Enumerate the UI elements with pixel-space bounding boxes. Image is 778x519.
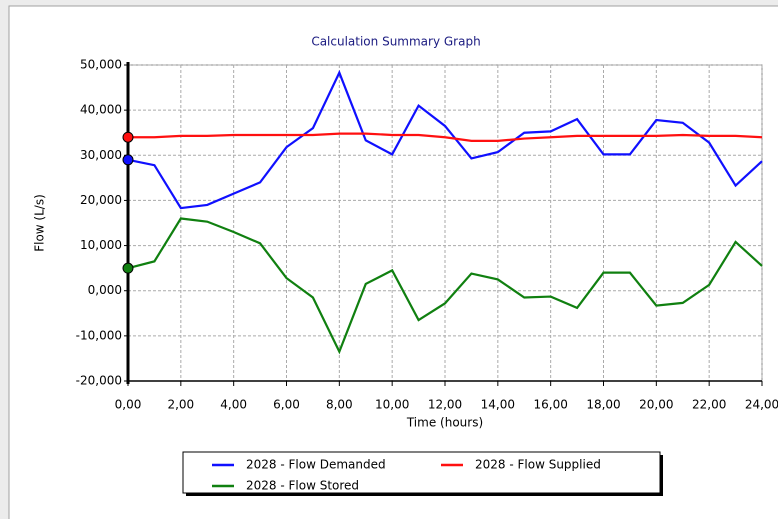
y-tick-label: 0,000 (88, 283, 122, 297)
legend (182, 451, 661, 494)
x-tick-label: 18,00 (586, 398, 620, 412)
y-tick-label: 30,000 (80, 148, 122, 162)
x-tick-label: 20,00 (639, 398, 673, 412)
y-tick-label: 40,000 (80, 103, 122, 117)
start-marker (122, 154, 134, 166)
legend-label: 2028 - Flow Stored (246, 479, 359, 493)
x-tick-label: 16,00 (533, 398, 567, 412)
y-tick-label: 10,000 (80, 238, 122, 252)
x-tick-label: 12,00 (428, 398, 462, 412)
series-line (127, 217, 763, 355)
y-tick-label: 50,000 (80, 58, 122, 72)
y-axis-label: Flow (L/s) (33, 194, 47, 252)
series-line (127, 69, 763, 210)
legend-label: 2028 - Flow Demanded (246, 458, 386, 472)
y-tick-label: 20,000 (80, 193, 122, 207)
x-tick-label: 22,00 (692, 398, 726, 412)
start-marker (122, 262, 134, 274)
x-tick-label: 10,00 (375, 398, 409, 412)
y-tick-label: -10,000 (76, 328, 122, 342)
x-tick-label: 2,00 (167, 398, 194, 412)
legend-label: 2028 - Flow Supplied (475, 458, 601, 472)
x-tick-label: 6,00 (273, 398, 300, 412)
x-tick-label: 14,00 (481, 398, 515, 412)
series-line (128, 132, 763, 142)
chart-title: Calculation Summary Graph (311, 35, 480, 49)
x-tick-label: 0,00 (115, 398, 142, 412)
x-tick-label: 4,00 (220, 398, 247, 412)
y-tick-label: -20,000 (76, 374, 122, 388)
x-axis-label: Time (hours) (406, 416, 483, 430)
x-tick-label: 24,00 (745, 398, 778, 412)
x-tick-label: 8,00 (326, 398, 353, 412)
start-marker (122, 131, 134, 143)
